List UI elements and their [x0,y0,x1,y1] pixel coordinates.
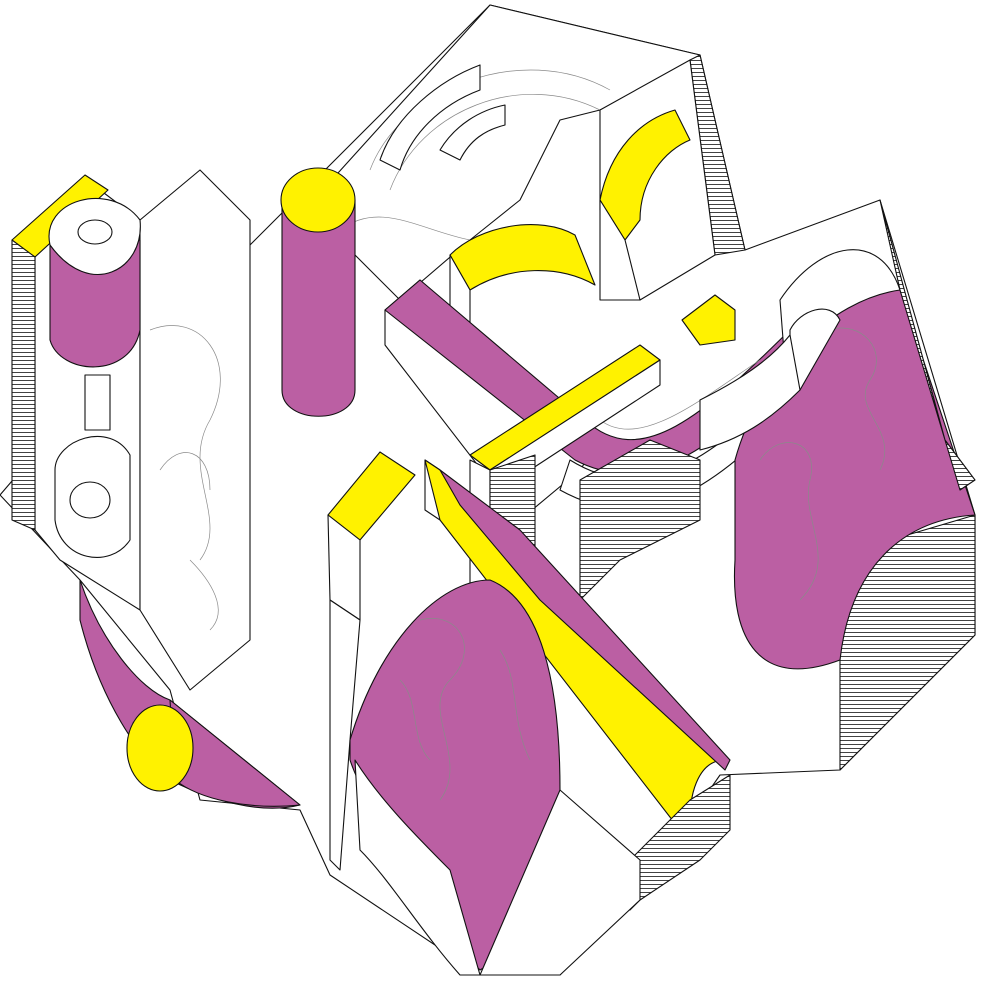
right-tall-wall [599,54,746,301]
bottom-left-magenta [79,579,301,809]
bottom-right-hatched [629,514,976,911]
right-tube [699,308,841,451]
top-back-block [299,4,701,301]
left-magenta-cylinder [48,197,141,558]
long-yellow-strip [424,459,731,831]
center-magenta-column [280,167,356,417]
bottom-center-magenta [329,579,563,976]
bottom-lower-block [479,789,641,976]
yellow-beams [327,344,661,621]
